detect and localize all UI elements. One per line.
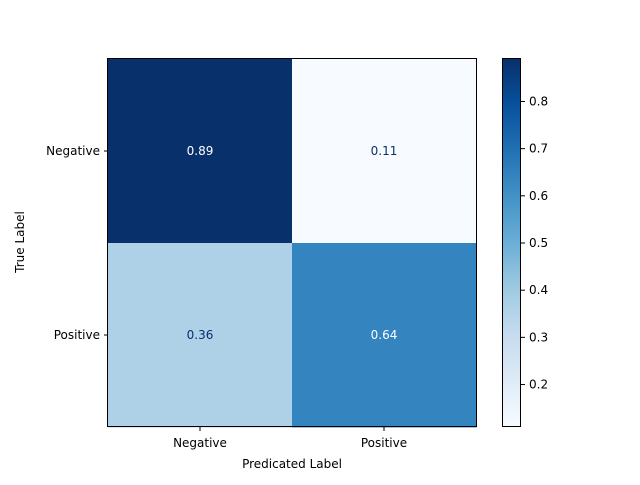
x-tick-label: Negative [173,436,227,450]
colorbar-gradient [502,58,521,427]
colorbar-tick-label: 0.5 [529,236,548,250]
y-tick-label: Positive [54,328,100,342]
y-axis-label: True Label [13,211,27,274]
cell-value-label: 0.11 [371,144,398,158]
colorbar-tick-label: 0.4 [529,283,548,297]
heatmap-cell [108,59,293,244]
colorbar-ticks: 0.2 0.3 0.4 0.5 0.6 0.7 0.8 [521,94,548,392]
cell-value-label: 0.36 [187,328,214,342]
colorbar-tick-label: 0.3 [529,330,548,344]
plot-frame [107,58,477,427]
colorbar-tick-label: 0.6 [529,189,548,203]
colorbar-tick-label: 0.2 [529,378,548,392]
heatmap-cell [108,243,293,428]
y-tick-label: Negative [46,144,100,158]
axes: Negative Positive Negative Positive [46,144,407,450]
heatmap-cell [292,59,477,244]
cell-value-label: 0.64 [371,328,398,342]
heatmap-cell [292,243,477,428]
heatmap-cells: 0.89 0.11 0.36 0.64 [108,59,477,428]
cell-value-label: 0.89 [187,144,214,158]
colorbar-tick-label: 0.7 [529,142,548,156]
colorbar [502,58,521,427]
x-tick-label: Positive [361,436,407,450]
colorbar-tick-label: 0.8 [529,94,548,108]
x-axis-label: Predicated Label [242,457,342,471]
